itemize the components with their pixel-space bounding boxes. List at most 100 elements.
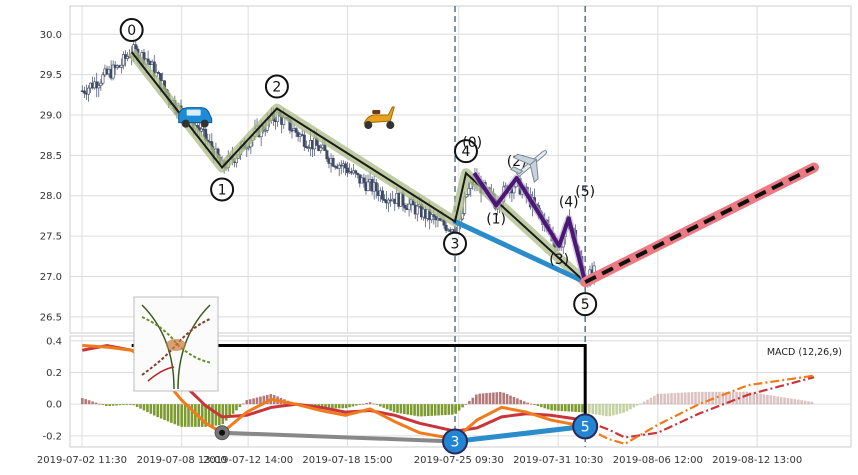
time-tick-label: 2019-08-06 12:00 bbox=[613, 455, 703, 466]
histogram-bar-positive bbox=[656, 393, 660, 405]
histogram-bar-positive bbox=[697, 391, 701, 405]
wave-label-circle bbox=[210, 177, 235, 202]
sub-wave-label: (1) bbox=[486, 211, 506, 227]
plane-wing bbox=[529, 158, 539, 183]
histogram-bar-positive bbox=[670, 393, 673, 405]
histogram-bar-negative bbox=[444, 404, 447, 416]
sub-wave-label: (0) bbox=[462, 135, 482, 151]
histogram-bar-negative bbox=[231, 404, 235, 414]
candle-down bbox=[432, 214, 436, 217]
histogram-bar-negative bbox=[176, 404, 180, 426]
macd-tick-label: 0.4 bbox=[46, 336, 62, 347]
histogram-bar-negative bbox=[142, 404, 146, 411]
histogram-bar-negative bbox=[457, 404, 461, 411]
histogram-bar-positive bbox=[748, 392, 752, 405]
histogram-bar-negative bbox=[574, 404, 577, 412]
histogram-bar-negative bbox=[341, 404, 344, 409]
histogram-bar-negative bbox=[125, 404, 129, 405]
candle-up bbox=[319, 147, 323, 151]
histogram-bar-positive bbox=[361, 403, 365, 405]
inset-stem bbox=[141, 304, 211, 390]
histogram-bar-negative bbox=[577, 404, 581, 413]
sub-wave-label: (5) bbox=[575, 184, 595, 200]
time-tick-label: 2019-07-31 10:30 bbox=[513, 455, 603, 466]
candle-up bbox=[97, 85, 101, 89]
candle-up bbox=[306, 147, 310, 149]
histogram-bar-positive bbox=[522, 401, 526, 405]
inset-illustration bbox=[133, 296, 219, 392]
candle-up bbox=[407, 203, 411, 211]
histogram-bar-positive bbox=[687, 392, 690, 405]
price-tick-label: 29.5 bbox=[40, 70, 62, 81]
histogram-bar-negative bbox=[632, 404, 636, 408]
histogram-bar-negative bbox=[351, 404, 355, 407]
histogram-bar-positive bbox=[474, 394, 478, 405]
histogram-bar-negative bbox=[146, 404, 149, 413]
histogram-bar-negative bbox=[204, 404, 207, 427]
histogram-bar-positive bbox=[488, 392, 492, 405]
histogram-bar-positive bbox=[772, 395, 776, 405]
scooter-seat bbox=[372, 110, 381, 115]
wave-label: 5 bbox=[581, 297, 590, 313]
histogram-bar-negative bbox=[156, 404, 159, 418]
histogram-bar-negative bbox=[461, 404, 464, 408]
histogram-bar-positive bbox=[690, 392, 694, 405]
histogram-bar-positive bbox=[738, 391, 742, 405]
histogram-bar-negative bbox=[149, 404, 153, 414]
candle-down bbox=[304, 146, 308, 148]
histogram-bar-negative bbox=[159, 404, 163, 419]
histogram-bar-positive bbox=[793, 399, 797, 405]
histogram-bar-positive bbox=[725, 391, 728, 405]
histogram-bar-positive bbox=[728, 391, 732, 405]
histogram-bar-negative bbox=[454, 404, 458, 414]
histogram-bar-positive bbox=[245, 400, 249, 405]
histogram-bar-positive bbox=[498, 391, 502, 405]
histogram-bar-negative bbox=[115, 404, 118, 406]
histogram-bar-negative bbox=[557, 404, 560, 411]
candle-up bbox=[456, 225, 460, 234]
histogram-bar-negative bbox=[375, 404, 379, 405]
histogram-bar-positive bbox=[87, 400, 91, 405]
wave-label-circle bbox=[264, 74, 289, 99]
wave-label: 4 bbox=[462, 144, 471, 160]
histogram-bar-positive bbox=[796, 399, 800, 405]
candle-down bbox=[444, 224, 448, 231]
histogram-bar-negative bbox=[447, 404, 451, 415]
histogram-bar-positive bbox=[248, 399, 252, 405]
wave-label-circle bbox=[573, 292, 598, 317]
candle-down bbox=[380, 190, 384, 200]
histogram-bar-positive bbox=[529, 403, 533, 405]
histogram-bar-negative bbox=[598, 404, 601, 416]
candle-down bbox=[356, 172, 360, 175]
candle-up bbox=[111, 64, 115, 79]
histogram-bar-positive bbox=[255, 397, 259, 405]
histogram-bar-negative bbox=[108, 404, 112, 407]
histogram-bar-positive bbox=[666, 393, 670, 405]
histogram-bar-positive bbox=[680, 392, 684, 405]
histogram-bar-negative bbox=[433, 404, 437, 416]
histogram-bar-positive bbox=[242, 403, 245, 405]
histogram-bar-positive bbox=[485, 393, 488, 405]
scooter-wheel bbox=[364, 121, 373, 130]
car-wheel bbox=[181, 119, 190, 128]
histogram-bar-positive bbox=[779, 396, 783, 405]
histogram-bar-negative bbox=[180, 404, 183, 427]
price-tick-label: 27.0 bbox=[40, 272, 62, 283]
price-tick-label: 30.0 bbox=[40, 30, 62, 41]
histogram-bar-negative bbox=[420, 404, 423, 417]
histogram-bar-negative bbox=[166, 404, 170, 422]
candle-up bbox=[119, 64, 123, 68]
sub-wave-label: (4) bbox=[559, 194, 579, 210]
histogram-bar-negative bbox=[437, 404, 440, 416]
histogram-bar-negative bbox=[170, 404, 173, 423]
histogram-bar-positive bbox=[707, 391, 711, 405]
candle-down bbox=[95, 81, 99, 89]
macd-tick-label: -0.2 bbox=[42, 431, 62, 442]
histogram-bar-positive bbox=[368, 402, 372, 405]
wave-label: 1 bbox=[218, 182, 227, 198]
histogram-bar-positive bbox=[807, 401, 810, 405]
histogram-bar-positive bbox=[365, 402, 368, 405]
histogram-bar-negative bbox=[200, 404, 204, 427]
histogram-bar-positive bbox=[742, 391, 745, 405]
